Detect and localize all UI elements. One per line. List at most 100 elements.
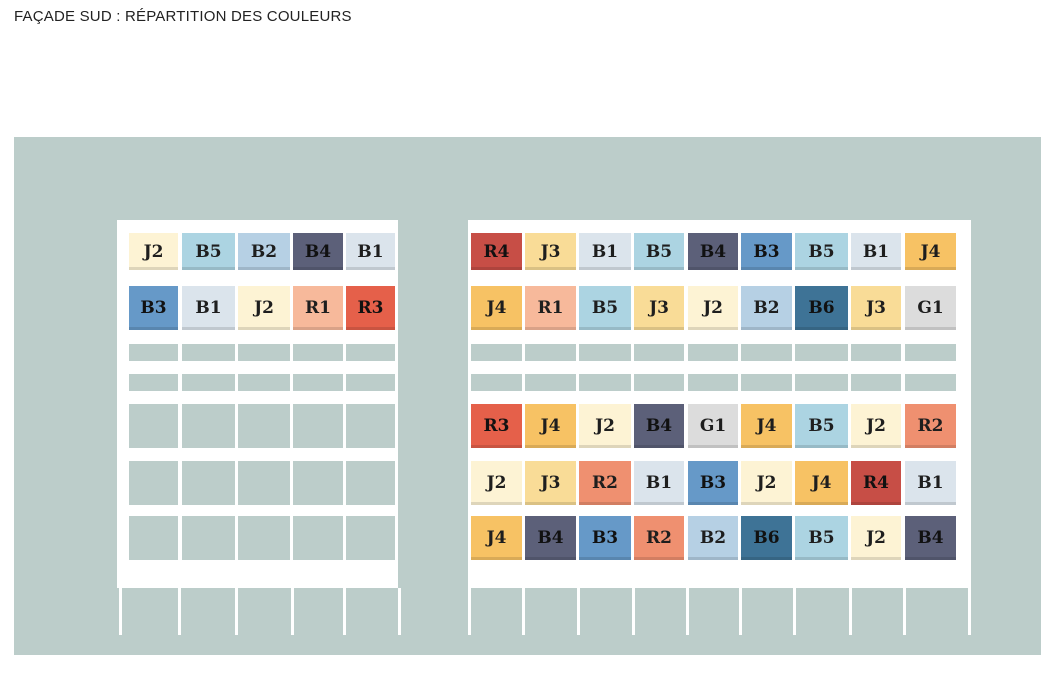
blank-strip bbox=[688, 374, 738, 391]
panel-right: B3 bbox=[688, 461, 738, 505]
blank-strip bbox=[525, 374, 576, 391]
pilotis-column bbox=[468, 588, 471, 635]
pilotis-column bbox=[739, 588, 742, 635]
pilotis-column bbox=[793, 588, 796, 635]
panel-right: B6 bbox=[795, 286, 848, 330]
blank-strip bbox=[795, 344, 848, 361]
blank-strip bbox=[129, 374, 178, 391]
panel-left: R3 bbox=[346, 286, 395, 330]
pilotis-column bbox=[632, 588, 635, 635]
blank-strip bbox=[182, 374, 235, 391]
panel-right: J4 bbox=[471, 516, 522, 560]
pilotis-column bbox=[178, 588, 181, 635]
panel-left: B2 bbox=[238, 233, 290, 270]
blank-panel bbox=[293, 516, 343, 560]
panel-right: R2 bbox=[579, 461, 631, 505]
pilotis-column bbox=[577, 588, 580, 635]
panel-right: B1 bbox=[851, 233, 901, 270]
blank-panel bbox=[346, 404, 395, 448]
panel-right: R3 bbox=[471, 404, 522, 448]
blank-strip bbox=[688, 344, 738, 361]
panel-right: J2 bbox=[579, 404, 631, 448]
panel-right: R4 bbox=[471, 233, 522, 270]
panel-right: B3 bbox=[741, 233, 792, 270]
blank-panel bbox=[238, 516, 290, 560]
blank-strip bbox=[741, 374, 792, 391]
panel-right: B2 bbox=[688, 516, 738, 560]
blank-panel bbox=[346, 461, 395, 505]
blank-strip bbox=[795, 374, 848, 391]
pilotis-column bbox=[343, 588, 346, 635]
panel-right: J3 bbox=[851, 286, 901, 330]
panel-right: J2 bbox=[851, 404, 901, 448]
blank-strip bbox=[634, 374, 684, 391]
panel-right: J3 bbox=[525, 233, 576, 270]
panel-right: B5 bbox=[579, 286, 631, 330]
panel-left: B5 bbox=[182, 233, 235, 270]
blank-panel bbox=[238, 461, 290, 505]
pilotis-column bbox=[686, 588, 689, 635]
panel-right: G1 bbox=[688, 404, 738, 448]
pilotis-column bbox=[235, 588, 238, 635]
blank-strip bbox=[293, 374, 343, 391]
panel-right: R1 bbox=[525, 286, 576, 330]
panel-right: B5 bbox=[795, 233, 848, 270]
blank-panel bbox=[238, 404, 290, 448]
panel-right: R4 bbox=[851, 461, 901, 505]
blank-strip bbox=[471, 374, 522, 391]
diagram-title: FAÇADE SUD : RÉPARTITION DES COULEURS bbox=[14, 8, 352, 25]
blank-strip bbox=[634, 344, 684, 361]
panel-right: R2 bbox=[634, 516, 684, 560]
panel-right: B6 bbox=[741, 516, 792, 560]
panel-right: J4 bbox=[471, 286, 522, 330]
blank-strip bbox=[579, 344, 631, 361]
panel-right: J4 bbox=[741, 404, 792, 448]
panel-right: B5 bbox=[795, 516, 848, 560]
panel-right: B4 bbox=[905, 516, 956, 560]
panel-right: J2 bbox=[741, 461, 792, 505]
panel-right: B4 bbox=[688, 233, 738, 270]
panel-left: J2 bbox=[129, 233, 178, 270]
blank-strip bbox=[346, 374, 395, 391]
blank-strip bbox=[851, 344, 901, 361]
blank-panel bbox=[129, 461, 178, 505]
blank-strip bbox=[851, 374, 901, 391]
panel-right: B4 bbox=[634, 404, 684, 448]
panel-right: B3 bbox=[579, 516, 631, 560]
panel-right: B1 bbox=[634, 461, 684, 505]
panel-right: G1 bbox=[905, 286, 956, 330]
panel-right: J4 bbox=[905, 233, 956, 270]
blank-strip bbox=[182, 344, 235, 361]
blank-panel bbox=[182, 461, 235, 505]
facade-gap bbox=[398, 220, 468, 588]
panel-left: J2 bbox=[238, 286, 290, 330]
blank-panel bbox=[129, 404, 178, 448]
blank-panel bbox=[293, 404, 343, 448]
pilotis-column bbox=[119, 588, 122, 635]
blank-strip bbox=[471, 344, 522, 361]
panel-right: J2 bbox=[471, 461, 522, 505]
blank-strip bbox=[905, 374, 956, 391]
pilotis-column bbox=[849, 588, 852, 635]
blank-panel bbox=[182, 404, 235, 448]
blank-panel bbox=[346, 516, 395, 560]
panel-right: B5 bbox=[634, 233, 684, 270]
panel-right: J3 bbox=[525, 461, 576, 505]
panel-left: B1 bbox=[182, 286, 235, 330]
blank-strip bbox=[238, 374, 290, 391]
blank-strip bbox=[741, 344, 792, 361]
panel-right: B2 bbox=[741, 286, 792, 330]
pilotis-column bbox=[968, 588, 971, 635]
panel-left: R1 bbox=[293, 286, 343, 330]
blank-panel bbox=[182, 516, 235, 560]
blank-panel bbox=[293, 461, 343, 505]
panel-right: J4 bbox=[795, 461, 848, 505]
pilotis-column bbox=[522, 588, 525, 635]
panel-right: B1 bbox=[905, 461, 956, 505]
panel-right: J2 bbox=[688, 286, 738, 330]
blank-strip bbox=[579, 374, 631, 391]
panel-right: J2 bbox=[851, 516, 901, 560]
pilotis-column bbox=[398, 588, 401, 635]
blank-strip bbox=[129, 344, 178, 361]
blank-strip bbox=[905, 344, 956, 361]
